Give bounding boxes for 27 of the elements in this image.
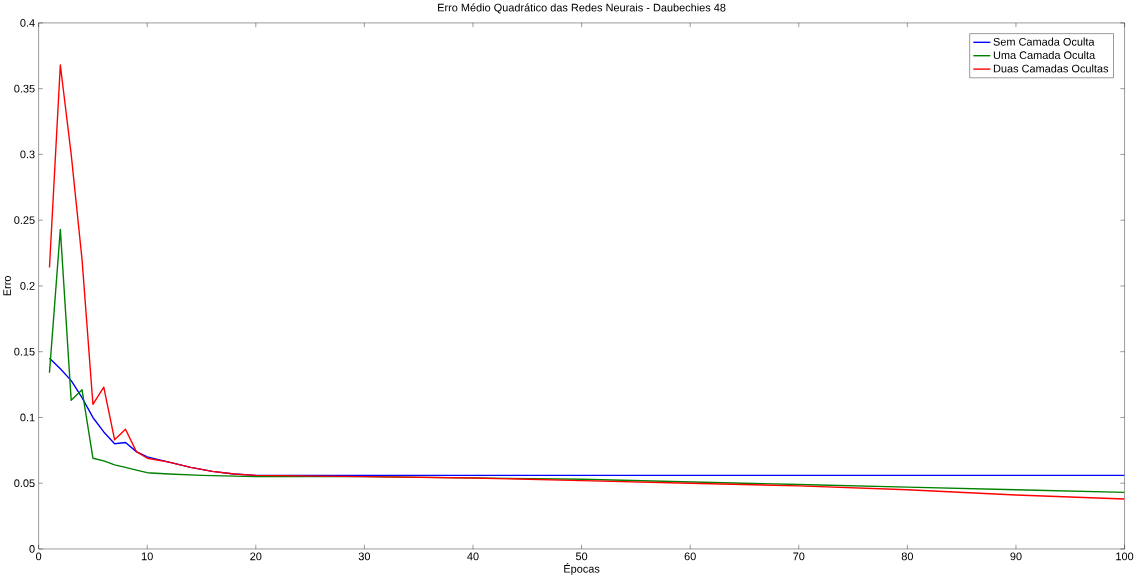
y-tick-label: 0.05 <box>14 479 35 488</box>
chart-title: Erro Médio Quadrático das Redes Neurais - Daubechies 48 <box>438 3 726 14</box>
y-tick-label: 0.4 <box>20 18 35 27</box>
x-tick-label: 40 <box>467 552 479 561</box>
x-tick-label: 60 <box>684 552 696 561</box>
legend-label: Sem Camada Oculta <box>993 37 1095 46</box>
x-tick-label: 30 <box>358 552 371 561</box>
x-tick-label: 50 <box>575 552 588 561</box>
line-series <box>48 64 1125 500</box>
y-tick-label: 0.1 <box>20 413 35 422</box>
x-axis-title: Épocas <box>564 563 600 575</box>
x-tick-label: 10 <box>141 552 153 561</box>
legend-label: Uma Camada Oculta <box>993 50 1096 59</box>
y-tick-label: 0.15 <box>14 347 35 356</box>
y-tick-label: 0.2 <box>20 282 35 290</box>
y-tick-label: 0 <box>29 545 35 553</box>
y-tick-label: 0.25 <box>14 216 35 224</box>
x-tick-label: 90 <box>1010 552 1022 561</box>
x-tick-label: 80 <box>901 552 914 561</box>
legend-label: Duas Camadas Ocultas <box>993 64 1109 73</box>
y-axis-title: Erro <box>3 276 11 296</box>
y-tick-label: 0.3 <box>20 150 35 159</box>
x-tick-label: 20 <box>250 552 262 561</box>
y-tick-label: 0.35 <box>14 84 35 93</box>
x-tick-label: 0 <box>35 552 42 561</box>
x-tick-label: 100 <box>1116 552 1134 561</box>
x-tick-label: 70 <box>793 552 805 561</box>
